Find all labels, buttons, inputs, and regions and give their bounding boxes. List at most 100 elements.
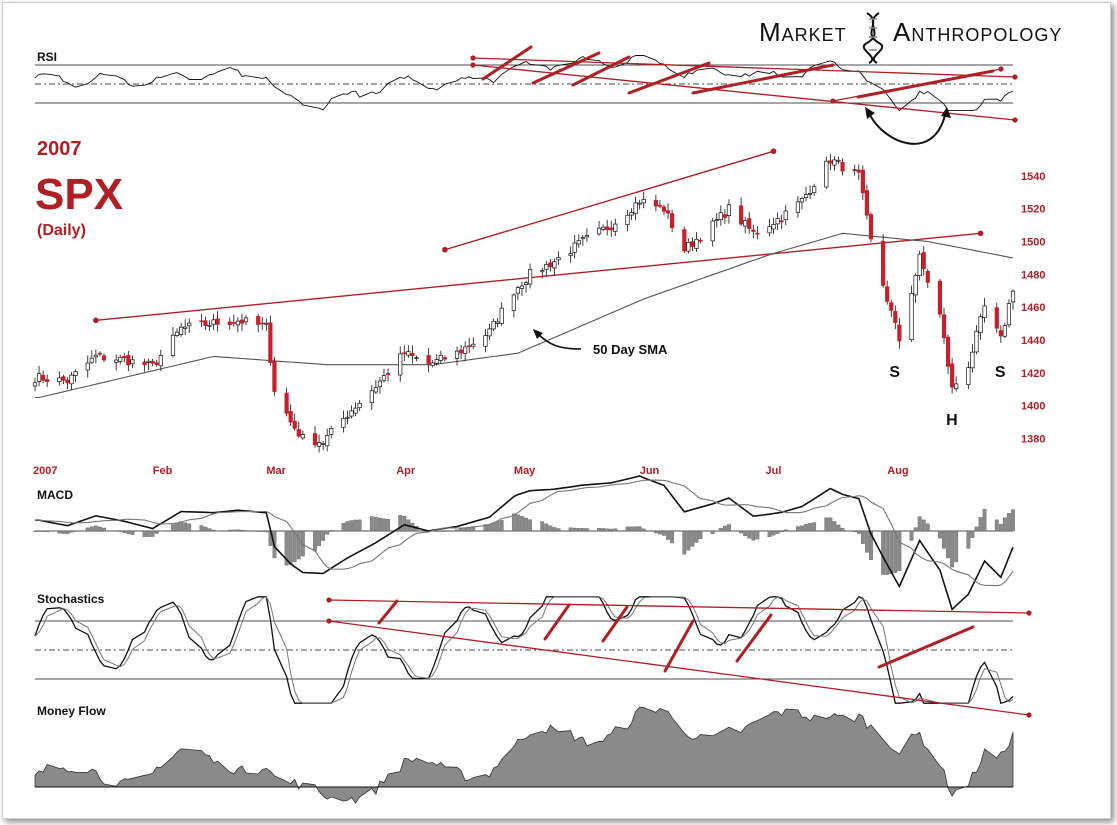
candle [885, 280, 890, 305]
candle [284, 387, 289, 417]
candle [978, 313, 983, 340]
x-tick-label: Feb [153, 465, 173, 477]
candle [353, 402, 358, 417]
candle [463, 341, 468, 362]
candle-body [540, 270, 545, 273]
trendline-endpoint [977, 230, 984, 237]
macd-histogram-bar [369, 516, 374, 532]
rsi-highlight-stroke [531, 51, 601, 85]
price-trendline [444, 150, 774, 251]
macd-histogram-bar [568, 527, 573, 532]
candle [860, 165, 865, 200]
candle-body [637, 202, 642, 205]
candle [913, 273, 918, 304]
macd-histogram-bar [207, 528, 212, 532]
trendline-endpoint [1026, 610, 1032, 616]
candle [840, 158, 845, 176]
candle-body [808, 192, 813, 195]
candle [665, 203, 671, 220]
macd-histogram-bar [1011, 509, 1015, 532]
macd-histogram-bar [743, 530, 748, 537]
rsi-curve-arrow [868, 112, 946, 145]
candle [499, 302, 504, 326]
candle-body [803, 194, 809, 198]
y-tick-label: 1420 [1021, 368, 1045, 380]
candle-body [755, 232, 760, 235]
candle-body [288, 411, 293, 423]
candle-body [150, 360, 155, 364]
rsi-highlight-stroke [571, 55, 631, 87]
macd-histogram-bar [897, 530, 902, 572]
macd-histogram-bar [142, 530, 147, 537]
candle-body [398, 353, 403, 376]
candle-body [523, 282, 529, 285]
candle-body [921, 252, 926, 270]
macd-histogram-bar [373, 517, 378, 532]
macd-histogram-bar [865, 530, 869, 553]
candle-body [556, 257, 561, 261]
candle-body [885, 286, 890, 302]
candle-body [385, 373, 391, 375]
macd-histogram-bar [1007, 513, 1011, 532]
candle [1010, 289, 1016, 310]
candle [795, 195, 801, 218]
candle-body [1006, 303, 1012, 326]
brand-logo: Market Anthropology [759, 12, 1061, 64]
y-tick-label: 1460 [1021, 302, 1045, 314]
candle [783, 204, 788, 225]
macd-histogram-bar [779, 530, 784, 533]
candle-body [601, 226, 606, 230]
macd-histogram-bar [832, 521, 837, 532]
macd-histogram-bar [114, 530, 119, 532]
macd-histogram-bar [605, 528, 610, 532]
candle-body [61, 376, 66, 381]
candle [775, 212, 780, 231]
macd-histogram-bar [179, 521, 183, 532]
sma-annotation: 50 Day SMA [533, 329, 668, 357]
macd-histogram-bar [938, 530, 942, 539]
candle [572, 234, 577, 259]
trendline-endpoint [770, 148, 777, 155]
candle [670, 209, 675, 232]
candle [434, 354, 439, 366]
candle-body [264, 322, 269, 325]
candle-body [256, 316, 261, 325]
candle [341, 410, 346, 433]
macd-histogram-bar [495, 521, 500, 532]
candle [32, 377, 38, 392]
candle-body [114, 359, 119, 363]
candle-body [93, 354, 98, 358]
candle-body [45, 379, 50, 382]
candle-body [329, 428, 334, 435]
candle-body [629, 212, 634, 216]
macd-histogram-bar [175, 522, 179, 532]
candle-body [158, 355, 163, 367]
candle-body [142, 361, 147, 366]
macd-histogram-bar [722, 525, 727, 532]
macd-histogram-bar [499, 520, 504, 532]
candle-body [487, 328, 492, 337]
candle-body [316, 442, 322, 447]
macd-histogram-bar [1002, 517, 1007, 532]
candle [714, 213, 719, 228]
macd-histogram-bar [698, 530, 703, 539]
macd-histogram-bar [353, 519, 358, 532]
candle-body [377, 380, 383, 388]
candle [824, 156, 829, 189]
macd-histogram-bar [548, 525, 553, 532]
macd-histogram-bar [978, 517, 983, 532]
macd-histogram-bar [130, 530, 135, 535]
macd-histogram-bar [658, 530, 662, 535]
macd-histogram-bar [727, 524, 731, 532]
candle [523, 280, 529, 293]
candle-body [243, 317, 249, 323]
candle-body [913, 274, 918, 296]
macd-histogram-bar [585, 528, 589, 532]
candle-body [199, 320, 204, 323]
candle [698, 237, 703, 244]
candle [325, 428, 330, 452]
y-tick-label: 1480 [1021, 269, 1045, 281]
trendline-endpoint [326, 618, 332, 624]
macd-histogram-bar [808, 523, 812, 532]
macd-histogram-bar [126, 530, 131, 534]
